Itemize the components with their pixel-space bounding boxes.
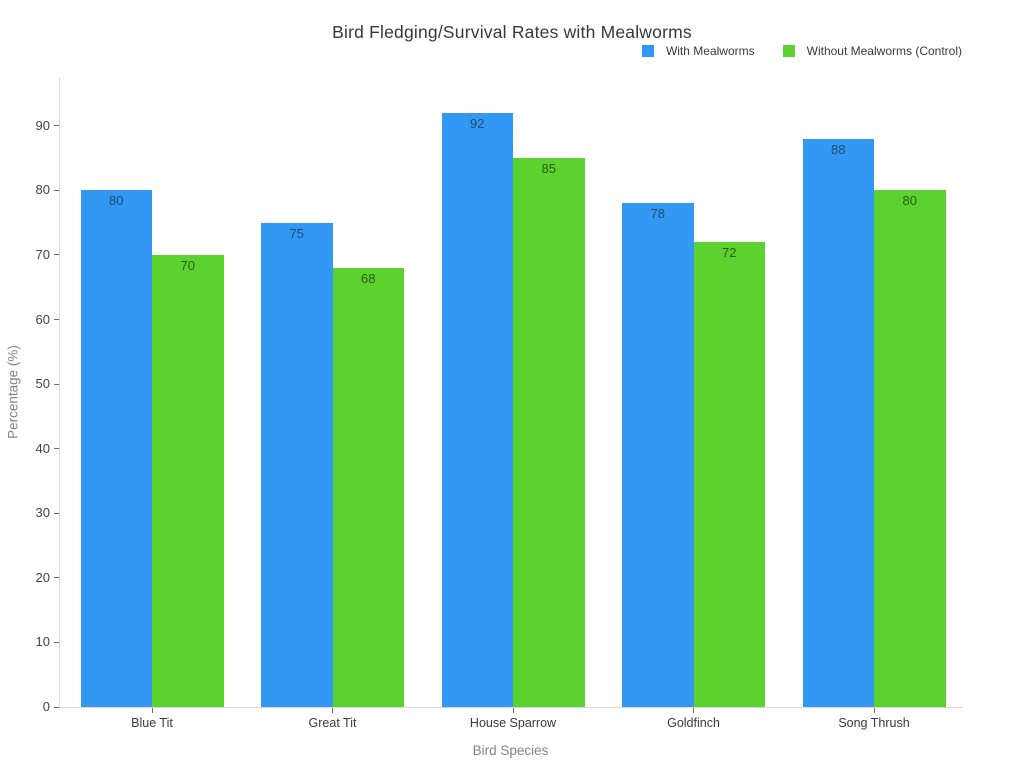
bar-without-mealworms-control-great-tit: 68	[332, 267, 404, 707]
bar-without-mealworms-control-song-thrush: 80	[874, 190, 946, 707]
legend-item-without-mealworms-control[interactable]: Without Mealworms (Control)	[782, 44, 962, 58]
y-tick-label: 30	[35, 505, 50, 521]
x-tick-mark	[512, 708, 514, 713]
x-tick-label-goldfinch: Goldfinch	[667, 716, 720, 730]
x-tick-label-song-thrush: Song Thrush	[838, 716, 910, 730]
legend-item-with-mealworms[interactable]: With Mealworms	[641, 44, 755, 58]
x-tick-label-blue-tit: Blue Tit	[131, 716, 173, 730]
y-tick-label: 90	[35, 117, 50, 133]
bar-value-label: 72	[722, 245, 737, 261]
bar-with-mealworms-blue-tit: 80	[80, 190, 152, 707]
bar-with-mealworms-great-tit: 75	[261, 222, 333, 707]
y-axis-title: Percentage (%)	[5, 345, 21, 439]
plot-area: 0 10 20 30 40 50 60 70 80 90 80 70 Blue Tit 75 68 Great…	[36, 78, 963, 730]
x-tick-mark	[873, 708, 875, 713]
bar-value-label: 85	[541, 161, 556, 177]
y-tick-label: 70	[35, 246, 50, 262]
bar-value-label: 88	[831, 141, 846, 157]
y-tick-mark	[54, 641, 59, 643]
x-tick-mark	[332, 708, 333, 713]
y-tick-mark	[54, 577, 59, 579]
bar-without-mealworms-control-goldfinch: 72	[693, 242, 765, 707]
y-tick-mark	[54, 512, 59, 514]
bar-without-mealworms-control-blue-tit: 70	[152, 254, 224, 707]
bar-value-label: 78	[650, 206, 665, 222]
x-tick-mark	[151, 708, 153, 713]
legend: With Mealworms Without Mealworms (Control…	[641, 44, 962, 58]
y-tick-label: 50	[35, 376, 50, 392]
y-tick-mark	[54, 706, 59, 708]
y-tick-label: 20	[35, 569, 50, 585]
y-tick-label: 0	[42, 699, 50, 714]
y-tick-mark	[54, 254, 59, 256]
bar-value-label: 75	[289, 225, 304, 241]
bar-without-mealworms-control-house-sparrow: 85	[513, 158, 585, 707]
bar-with-mealworms-goldfinch: 78	[622, 203, 694, 707]
bar-value-label: 80	[902, 193, 917, 209]
x-tick-label-house-sparrow: House Sparrow	[469, 716, 557, 730]
y-tick-mark	[54, 383, 59, 385]
y-tick-mark	[54, 448, 59, 450]
y-tick-mark	[54, 319, 59, 321]
bar-value-label: 92	[470, 115, 485, 131]
bar-with-mealworms-song-thrush: 88	[802, 138, 874, 707]
x-tick-mark	[693, 708, 694, 713]
bar-with-mealworms-house-sparrow: 92	[441, 112, 513, 707]
x-axis-title: Bird Species	[472, 743, 549, 758]
legend-swatch-icon	[782, 45, 795, 57]
legend-label: Without Mealworms (Control)	[806, 44, 962, 58]
y-tick-label: 80	[35, 182, 50, 198]
x-tick-label-great-tit: Great Tit	[308, 716, 357, 730]
legend-label: With Mealworms	[665, 44, 755, 58]
y-tick-label: 60	[35, 311, 50, 327]
chart-title: Bird Fledging/Survival Rates with Mealwo…	[332, 22, 692, 42]
bar-value-label: 80	[109, 193, 124, 209]
y-tick-label: 10	[35, 634, 50, 650]
bar-value-label: 70	[180, 257, 195, 273]
y-tick-mark	[54, 189, 59, 191]
y-tick-mark	[54, 125, 59, 127]
y-tick-label: 40	[35, 440, 50, 456]
legend-swatch-icon	[641, 45, 654, 57]
bar-value-label: 68	[361, 270, 376, 286]
